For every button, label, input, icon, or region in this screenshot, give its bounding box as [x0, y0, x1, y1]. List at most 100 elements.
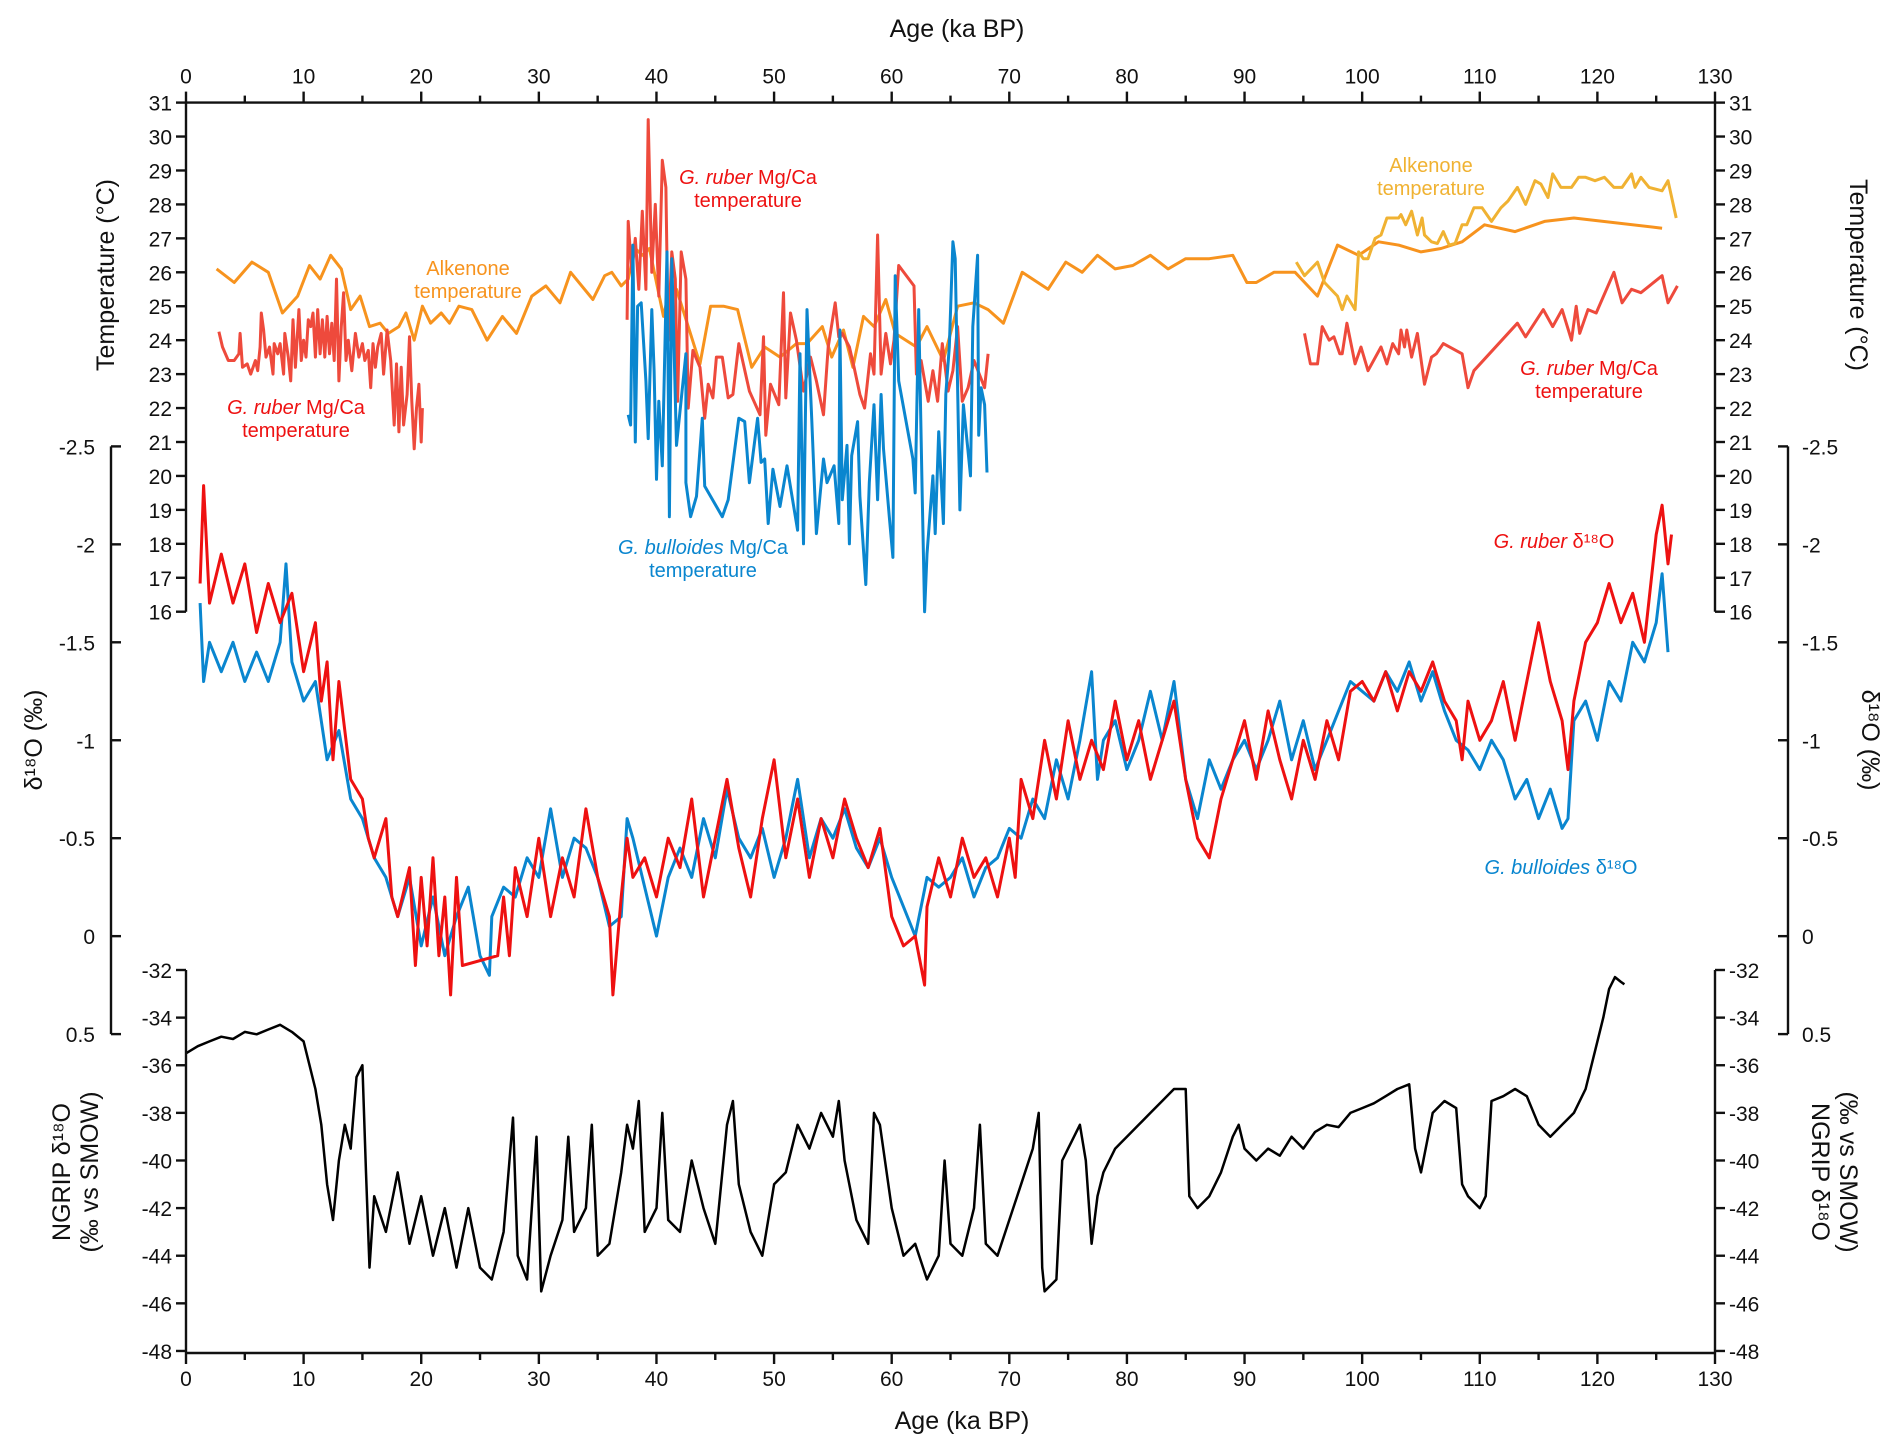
left-ngrip-tick-label: -34: [142, 1008, 173, 1031]
right-ngrip-tick-label: -32: [1729, 960, 1759, 983]
series-annotation: G. ruber Mg/Ca: [227, 397, 366, 419]
right-temperature-axis-title: Temperature (°C): [1844, 179, 1872, 371]
right-ngrip-tick-label: -42: [1729, 1198, 1759, 1221]
left-ngrip-tick-label: -48: [142, 1341, 172, 1364]
bottom-x-tick-label: 120: [1580, 1368, 1615, 1391]
series-annotation-line2: temperature: [242, 420, 350, 442]
annotation-italic: G. ruber: [1520, 358, 1595, 380]
bottom-x-tick-label: 0: [180, 1368, 192, 1391]
left-ngrip-tick-label: -40: [142, 1150, 172, 1173]
bottom-x-tick-label: 10: [292, 1368, 315, 1391]
left-ngrip-tick-label: -32: [142, 960, 172, 983]
right-temperature-tick-label: 24: [1729, 330, 1753, 353]
bottom-x-axis-title: Age (ka BP): [895, 1407, 1030, 1435]
right-ngrip-axis-subtitle: (‰ vs SMOW): [1834, 1091, 1862, 1252]
top-x-axis-title: Age (ka BP): [890, 15, 1025, 43]
right-d18o-tick-label: 0: [1802, 926, 1814, 949]
left-temperature-tick-label: 21: [149, 432, 172, 455]
left-ngrip-axis-title: NGRIP δ¹⁸O: [48, 1103, 76, 1241]
annotation-text: Alkenone: [1389, 155, 1472, 177]
top-x-tick-label: 30: [527, 66, 550, 89]
right-d18o-axis-title: δ¹⁸O (‰): [1856, 690, 1884, 791]
top-x-tick-label: 50: [762, 66, 785, 89]
left-temperature-axis-title: Temperature (°C): [92, 179, 120, 371]
top-x-tick-label: 100: [1345, 66, 1380, 89]
bottom-x-tick-label: 110: [1463, 1368, 1496, 1391]
annotation-text: Alkenone: [426, 258, 509, 280]
right-temperature-tick-label: 20: [1729, 466, 1752, 489]
left-ngrip-tick-label: -36: [142, 1055, 172, 1078]
top-x-tick-label: 40: [645, 66, 668, 89]
left-temperature-tick-label: 30: [149, 127, 172, 150]
series-annotation-line2: temperature: [649, 560, 757, 582]
left-temperature-tick-label: 24: [149, 330, 173, 353]
series-annotation: Alkenone: [426, 258, 509, 280]
right-temperature-tick-label: 27: [1729, 228, 1752, 251]
right-d18o-tick-label: -1.5: [1802, 632, 1838, 655]
left-temperature-tick-label: 19: [149, 500, 172, 523]
top-x-tick-label: 0: [180, 66, 192, 89]
right-temperature-tick-label: 28: [1729, 194, 1752, 217]
right-d18o-tick-label: -2.5: [1802, 436, 1838, 459]
bottom-x-tick-label: 80: [1115, 1368, 1138, 1391]
series-annotation: G. ruber Mg/Ca: [679, 167, 818, 189]
right-ngrip-tick-label: -48: [1729, 1341, 1759, 1364]
series-annotation: G. bulloides Mg/Ca: [618, 537, 789, 559]
right-temperature-tick-label: 16: [1729, 602, 1752, 625]
right-temperature-tick-label: 22: [1729, 398, 1752, 421]
right-ngrip-tick-label: -40: [1729, 1150, 1759, 1173]
left-temperature-tick-label: 31: [149, 93, 172, 116]
bottom-x-tick-label: 90: [1233, 1368, 1256, 1391]
left-temperature-tick-label: 16: [149, 602, 172, 625]
top-x-tick-label: 80: [1115, 66, 1138, 89]
left-temperature-tick-label: 26: [149, 262, 172, 285]
series-annotation-line2: temperature: [1377, 178, 1485, 200]
left-d18o-tick-label: -2: [76, 534, 95, 557]
right-temperature-tick-label: 17: [1729, 568, 1752, 591]
right-temperature-tick-label: 30: [1729, 127, 1752, 150]
annotation-text: Mg/Ca: [1593, 358, 1658, 380]
bottom-x-tick-label: 100: [1345, 1368, 1380, 1391]
annotation-text: Mg/Ca: [724, 537, 789, 559]
right-ngrip-tick-label: -34: [1729, 1008, 1760, 1031]
bottom-x-tick-label: 50: [762, 1368, 785, 1391]
right-ngrip-tick-label: -44: [1729, 1246, 1760, 1269]
right-ngrip-tick-label: -46: [1729, 1293, 1759, 1316]
bottom-x-tick-label: 70: [998, 1368, 1021, 1391]
left-ngrip-tick-label: -44: [142, 1246, 173, 1269]
bottom-x-tick-label: 30: [527, 1368, 550, 1391]
left-temperature-tick-label: 28: [149, 194, 172, 217]
right-temperature-tick-label: 26: [1729, 262, 1752, 285]
bottom-x-tick-label: 60: [880, 1368, 903, 1391]
left-temperature-tick-label: 29: [149, 160, 172, 183]
right-d18o-tick-label: -1: [1802, 730, 1821, 753]
series-line-1: [1295, 172, 1678, 312]
annotation-italic: G. bulloides: [1485, 857, 1591, 879]
left-d18o-tick-label: -1.5: [59, 632, 95, 655]
annotation-text: δ¹⁸O: [1590, 857, 1637, 879]
series-line-8: [185, 975, 1626, 1293]
series-line-6: [198, 562, 1670, 977]
top-x-tick-label: 10: [292, 66, 315, 89]
right-ngrip-tick-label: -38: [1729, 1103, 1759, 1126]
series-line-4: [1303, 270, 1679, 390]
right-temperature-tick-label: 25: [1729, 296, 1752, 319]
right-d18o-tick-label: -0.5: [1802, 828, 1838, 851]
right-temperature-tick-label: 21: [1729, 432, 1752, 455]
annotation-text: Mg/Ca: [752, 167, 817, 189]
top-x-tick-label: 20: [410, 66, 433, 89]
right-temperature-tick-label: 19: [1729, 500, 1752, 523]
left-temperature-tick-label: 25: [149, 296, 172, 319]
top-x-tick-label: 110: [1463, 66, 1496, 89]
left-ngrip-axis-subtitle: (‰ vs SMOW): [76, 1091, 104, 1252]
top-x-tick-label: 90: [1233, 66, 1256, 89]
top-x-tick-label: 70: [998, 66, 1021, 89]
right-temperature-tick-label: 31: [1729, 93, 1752, 116]
series-annotation-line2: temperature: [1535, 381, 1643, 403]
left-temperature-tick-label: 22: [149, 398, 172, 421]
annotation-italic: G. bulloides: [618, 537, 724, 559]
right-temperature-tick-label: 18: [1729, 534, 1752, 557]
series-annotation-line2: temperature: [694, 190, 802, 212]
right-d18o-tick-label: -2: [1802, 534, 1821, 557]
top-x-tick-label: 120: [1580, 66, 1615, 89]
